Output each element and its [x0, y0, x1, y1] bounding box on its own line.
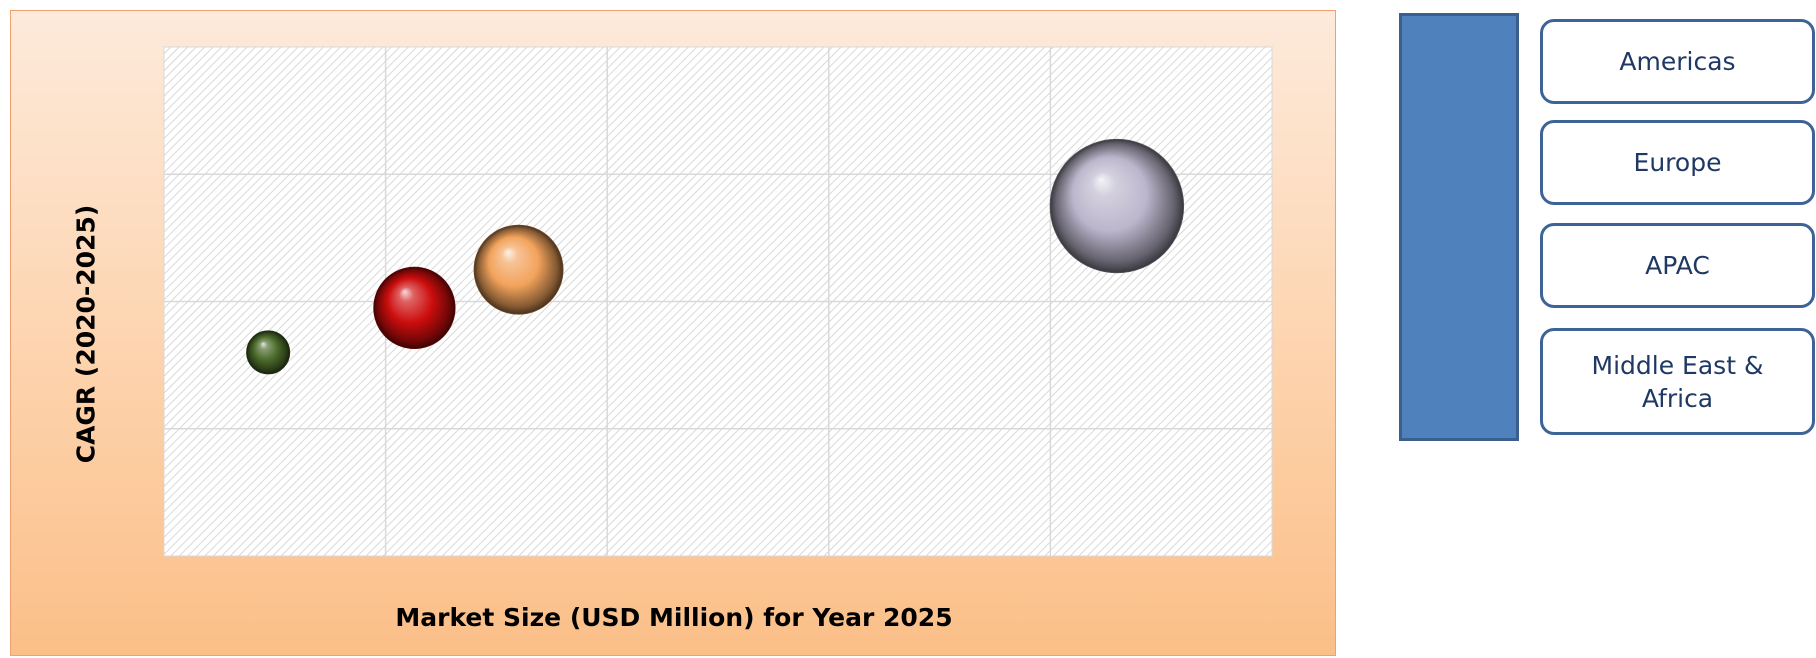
legend-color-bar — [1399, 13, 1519, 441]
bubble-americas — [1049, 138, 1185, 274]
x-axis-title: Market Size (USD Million) for Year 2025 — [395, 603, 953, 632]
bubble-europe — [473, 224, 564, 315]
legend-item-apac: APAC — [1540, 223, 1815, 308]
bubble-middle-east-africa — [246, 330, 291, 375]
bubbles — [246, 138, 1185, 375]
legend-item-middle-east-africa: Middle East & Africa — [1540, 328, 1815, 435]
y-axis-title: CAGR (2020-2025) — [71, 204, 101, 464]
bubble-chart — [163, 46, 1273, 557]
legend-item-europe: Europe — [1540, 120, 1815, 205]
chart-panel: CAGR (2020-2025) Market Size (USD Millio… — [10, 10, 1336, 656]
bubble-apac — [373, 266, 456, 349]
legend-item-americas: Americas — [1540, 19, 1815, 104]
